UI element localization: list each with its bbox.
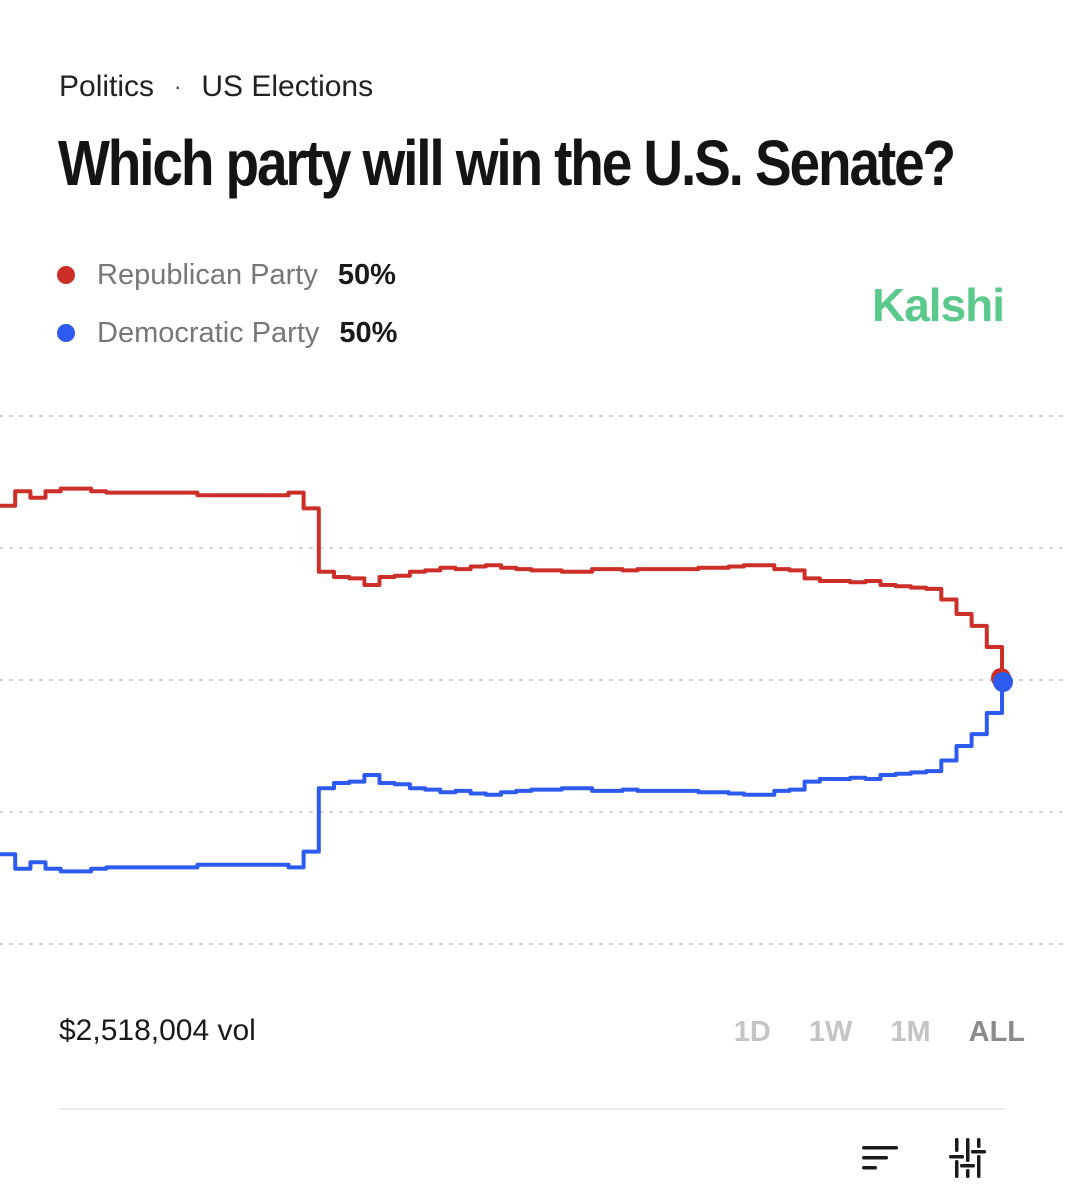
democratic-dot-icon — [57, 324, 75, 342]
legend-item-republican[interactable]: Republican Party 50% — [57, 254, 397, 296]
range-1m-button[interactable]: 1M — [890, 1016, 931, 1048]
sort-icon[interactable] — [858, 1136, 902, 1180]
volume-label: $2,518,004 vol — [59, 1014, 256, 1047]
time-range-selector: 1D 1W 1M ALL — [696, 1016, 1025, 1049]
divider — [58, 1108, 1006, 1110]
market-title: Which party will win the U.S. Senate? — [58, 127, 956, 199]
democratic-series-line — [0, 680, 1004, 874]
range-all-button[interactable]: ALL — [968, 1016, 1025, 1048]
outcome-legend: Republican Party 50% Democratic Party 50… — [57, 254, 397, 370]
breadcrumb-subcategory-link[interactable]: US Elections — [201, 70, 374, 103]
range-1w-button[interactable]: 1W — [808, 1016, 853, 1048]
legend-item-democratic[interactable]: Democratic Party 50% — [57, 312, 397, 354]
legend-value: 50% — [337, 258, 396, 291]
democratic-endpoint-marker — [993, 672, 1013, 692]
breadcrumb-category-link[interactable]: Politics — [59, 70, 155, 103]
price-chart[interactable] — [0, 380, 1065, 980]
range-1d-button[interactable]: 1D — [733, 1016, 771, 1048]
legend-name: Republican Party — [97, 258, 318, 291]
legend-name: Democratic Party — [97, 316, 320, 349]
breadcrumb-separator: · — [174, 74, 182, 99]
republican-series-line — [0, 486, 1004, 680]
kalshi-logo: Kalshi — [872, 279, 1005, 331]
breadcrumb: Politics · US Elections — [59, 70, 373, 104]
sliders-icon[interactable] — [946, 1136, 990, 1180]
legend-value: 50% — [339, 316, 398, 349]
republican-dot-icon — [57, 266, 75, 284]
